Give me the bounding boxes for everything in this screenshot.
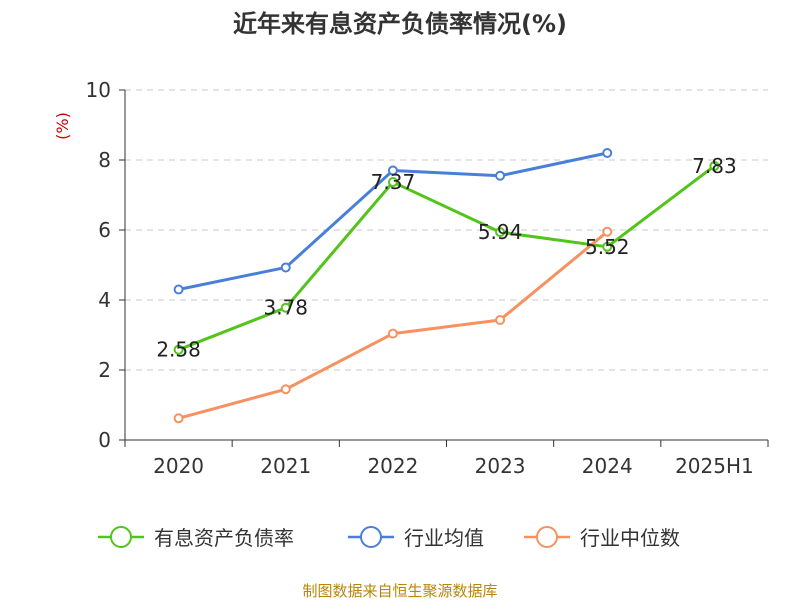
legend-label: 有息资产负债率 bbox=[154, 526, 294, 550]
y-tick-label: 4 bbox=[98, 288, 111, 312]
axes: 0 2 4 6 8 10 2020 2021 2022 2023 2024 2025H1 bbox=[86, 78, 769, 478]
y-tick-label: 2 bbox=[98, 358, 111, 382]
legend-marker bbox=[110, 526, 132, 548]
legend-item-0[interactable]: 有息资产负债率 bbox=[98, 526, 294, 550]
data-label: 3.78 bbox=[263, 296, 308, 320]
y-tick-label: 10 bbox=[86, 78, 111, 102]
legend[interactable]: 有息资产负债率 行业均值 行业中位数 bbox=[98, 526, 680, 550]
data-label: 5.94 bbox=[478, 220, 523, 244]
legend-item-2[interactable]: 行业中位数 bbox=[524, 526, 680, 550]
data-point bbox=[709, 160, 720, 171]
data-point bbox=[602, 241, 613, 252]
x-tick-label: 2020 bbox=[153, 454, 204, 478]
x-tick-label: 2023 bbox=[475, 454, 526, 478]
y-axis-unit: (%) bbox=[53, 112, 72, 140]
source-note: 制图数据来自恒生聚源数据库 bbox=[302, 582, 497, 600]
data-point bbox=[495, 314, 506, 325]
data-point bbox=[387, 177, 398, 188]
x-tick-label: 2025H1 bbox=[675, 454, 754, 478]
data-point bbox=[602, 226, 613, 237]
data-point bbox=[280, 384, 291, 395]
data-label: 5.52 bbox=[585, 235, 630, 259]
data-point bbox=[173, 413, 184, 424]
legend-item-1[interactable]: 行业均值 bbox=[348, 526, 484, 550]
legend-marker bbox=[536, 526, 558, 548]
legend-marker bbox=[360, 526, 382, 548]
x-tick-label: 2021 bbox=[260, 454, 311, 478]
gridlines bbox=[125, 89, 768, 371]
data-point bbox=[173, 344, 184, 355]
data-label: 7.37 bbox=[371, 170, 416, 194]
series-lines bbox=[173, 148, 720, 424]
data-point bbox=[387, 328, 398, 339]
data-label: 2.58 bbox=[156, 338, 201, 362]
data-point bbox=[495, 170, 506, 181]
x-tick-label: 2024 bbox=[582, 454, 633, 478]
x-tick-label: 2022 bbox=[367, 454, 418, 478]
data-point bbox=[280, 302, 291, 313]
data-point bbox=[280, 262, 291, 273]
y-tick-label: 8 bbox=[98, 148, 111, 172]
data-point bbox=[387, 165, 398, 176]
data-label: 7.83 bbox=[692, 154, 737, 178]
data-labels: 2.58 3.78 7.37 5.94 5.52 7.83 bbox=[156, 154, 736, 362]
y-tick-label: 0 bbox=[98, 428, 111, 452]
chart-title: 近年来有息资产负债率情况(%) bbox=[233, 10, 567, 38]
data-point bbox=[173, 284, 184, 295]
data-point bbox=[495, 227, 506, 238]
data-point bbox=[602, 148, 613, 158]
series-line-0 bbox=[178, 164, 716, 352]
y-tick-label: 6 bbox=[98, 218, 111, 242]
legend-label: 行业均值 bbox=[404, 526, 484, 550]
legend-label: 行业中位数 bbox=[580, 526, 680, 550]
